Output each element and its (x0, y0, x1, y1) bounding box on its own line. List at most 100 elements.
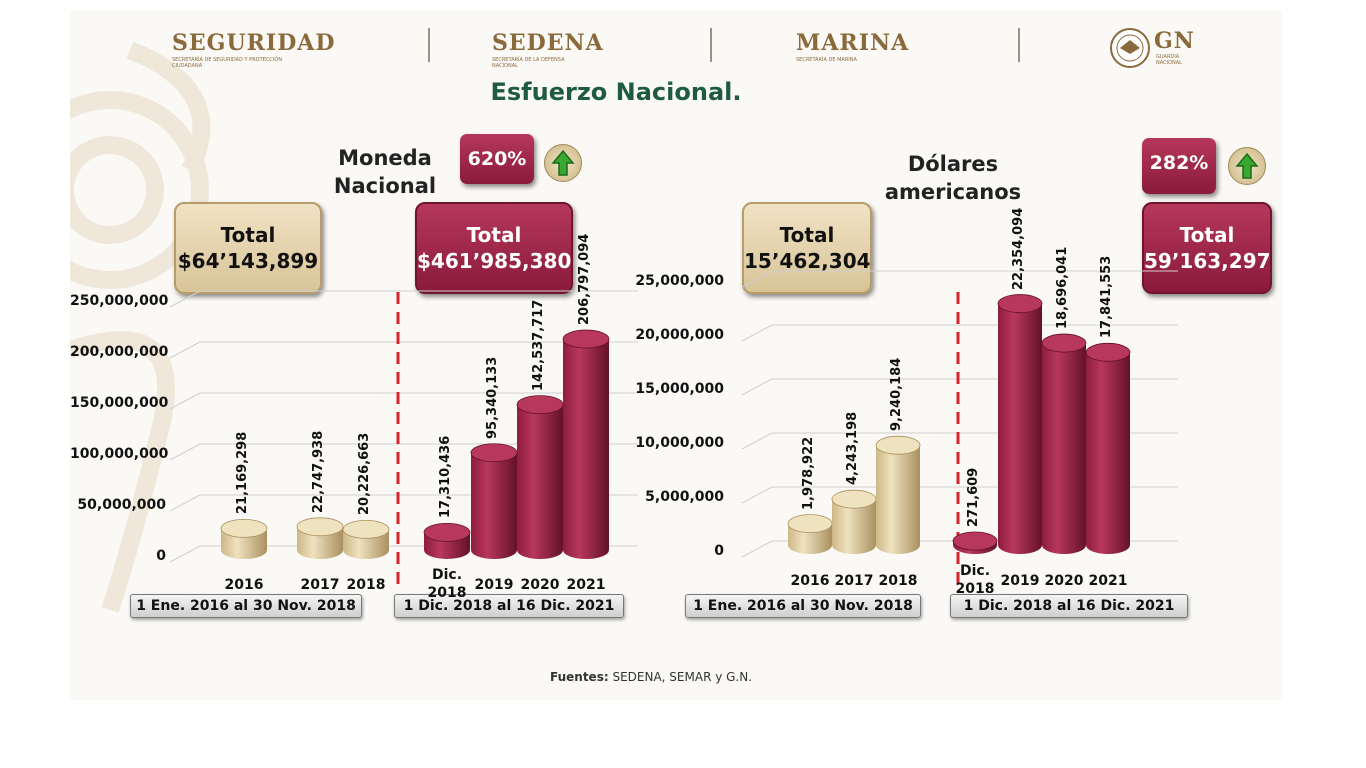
bar (517, 404, 563, 559)
footer-label: Fuentes: (550, 670, 609, 684)
up-arrow-icon (1228, 147, 1266, 185)
divider (428, 28, 430, 62)
x-tick-label: 2019 (1000, 573, 1040, 589)
gridline (741, 432, 773, 450)
x-tick-label: 2021 (1088, 573, 1128, 589)
up-arrow-icon (544, 144, 582, 182)
logo-gn-subtitle: GUARDIA NACIONAL (1156, 54, 1182, 66)
bar-top (831, 489, 877, 509)
bar (471, 452, 517, 559)
footer-text: SEDENA, SEMAR y G.N. (612, 670, 753, 684)
y-tick-label: 10,000,000 (635, 435, 724, 451)
x-tick-label: 2016 (224, 577, 264, 593)
x-tick-label: 2019 (474, 577, 514, 593)
bar-value-label: 206,797,094 (577, 233, 592, 326)
bar-top (342, 519, 390, 539)
bar-value-label: 17,310,436 (438, 436, 453, 519)
x-tick-label: 2017 (300, 577, 340, 593)
y-tick-label: 15,000,000 (635, 381, 724, 397)
bar-value-label: 21,169,298 (235, 432, 250, 515)
x-tick-label: Dic. 2018 (955, 563, 995, 597)
x-tick-label: 2020 (1044, 573, 1084, 589)
bar-value-label: 142,537,717 (531, 299, 546, 391)
logo-seguridad: SEGURIDAD (172, 30, 336, 56)
logo-gn: GN (1154, 28, 1195, 54)
total-value: $461’985,380 (417, 249, 572, 273)
x-tick-label: 2017 (834, 573, 874, 589)
left-total-before-box: Total $64’143,899 (174, 202, 322, 294)
gridline (169, 545, 201, 563)
divider (1018, 28, 1020, 62)
bar-value-label: 22,747,938 (311, 430, 326, 513)
right-period-after: 1 Dic. 2018 al 16 Dic. 2021 (950, 594, 1188, 618)
bar-value-label: 1,978,922 (801, 436, 816, 510)
logo-sedena: SEDENA (492, 30, 604, 56)
footer-sources: Fuentes: SEDENA, SEMAR y G.N. (550, 670, 752, 684)
gridline (741, 540, 773, 558)
y-tick-label: 0 (714, 543, 724, 559)
right-period-before: 1 Ene. 2016 al 30 Nov. 2018 (685, 594, 921, 618)
bar (563, 339, 609, 559)
y-tick-label: 150,000,000 (70, 395, 169, 411)
bar (876, 445, 920, 554)
total-value: $64’143,899 (177, 249, 319, 273)
bar-top (423, 522, 471, 542)
bar-value-label: 4,243,198 (845, 411, 860, 486)
background-pattern (70, 41, 211, 613)
slide: SEGURIDAD SECRETARÍA DE SEGURIDAD Y PROT… (70, 10, 1282, 700)
bar-top (787, 514, 833, 534)
bar-top (470, 443, 518, 463)
bar-top (562, 329, 610, 349)
logo-marina-subtitle: SECRETARÍA DE MARINA (796, 57, 857, 63)
gn-emblem-icon (1110, 28, 1150, 68)
bar-value-label: 18,696,041 (1055, 246, 1070, 330)
page-title: Esfuerzo Nacional. (490, 78, 742, 106)
bar (1042, 343, 1086, 554)
logo-marina: MARINA (796, 30, 910, 56)
logo-sedena-subtitle: SECRETARÍA DE LA DEFENSA NACIONAL (492, 57, 565, 69)
x-tick-label: 2018 (878, 573, 918, 589)
total-value: 59’163,297 (1144, 249, 1271, 273)
gridline (741, 324, 773, 342)
gridline (741, 270, 773, 288)
bar-top (997, 294, 1043, 313)
bar-top (875, 435, 921, 455)
gridline (741, 486, 773, 504)
bar-charts (169, 270, 1178, 585)
x-tick-label: 2021 (566, 577, 606, 593)
bar-value-label: 20,226,663 (357, 433, 372, 516)
y-tick-label: 0 (156, 548, 166, 564)
gridline (169, 290, 201, 308)
total-label: Total (1179, 223, 1235, 247)
total-label: Total (220, 223, 276, 247)
bar-value-label: 9,240,184 (889, 358, 904, 432)
divider (710, 28, 712, 62)
bar-top (1085, 342, 1131, 362)
bar-top (220, 519, 268, 538)
y-tick-label: 100,000,000 (70, 446, 169, 462)
bar-top (952, 531, 998, 551)
gridline (169, 392, 201, 410)
left-period-before: 1 Ene. 2016 al 30 Nov. 2018 (130, 594, 362, 618)
gridline (169, 341, 201, 359)
bar-value-label: 271,609 (966, 467, 981, 527)
y-tick-label: 200,000,000 (70, 344, 169, 360)
bar-top (296, 517, 344, 537)
x-tick-label: 2018 (346, 577, 386, 593)
y-tick-label: 5,000,000 (645, 489, 724, 505)
y-tick-label: 50,000,000 (77, 497, 166, 513)
bar-top (1041, 333, 1087, 353)
y-tick-label: 20,000,000 (635, 327, 724, 343)
gridline (169, 494, 201, 512)
right-total-after-box: Total 59’163,297 (1142, 202, 1272, 294)
x-tick-label: Dic. 2018 (427, 567, 467, 601)
bar-value-label: 17,841,553 (1099, 256, 1114, 339)
left-total-after-box: Total $461’985,380 (415, 202, 573, 294)
y-tick-label: 25,000,000 (635, 273, 724, 289)
gridline (741, 378, 773, 396)
left-percent-badge: 620% (460, 134, 534, 184)
x-tick-label: 2016 (790, 573, 830, 589)
bar-value-label: 95,340,133 (485, 356, 500, 439)
left-heading: Moneda Nacional (333, 146, 437, 198)
bar-value-label: 22,354,094 (1011, 207, 1026, 290)
